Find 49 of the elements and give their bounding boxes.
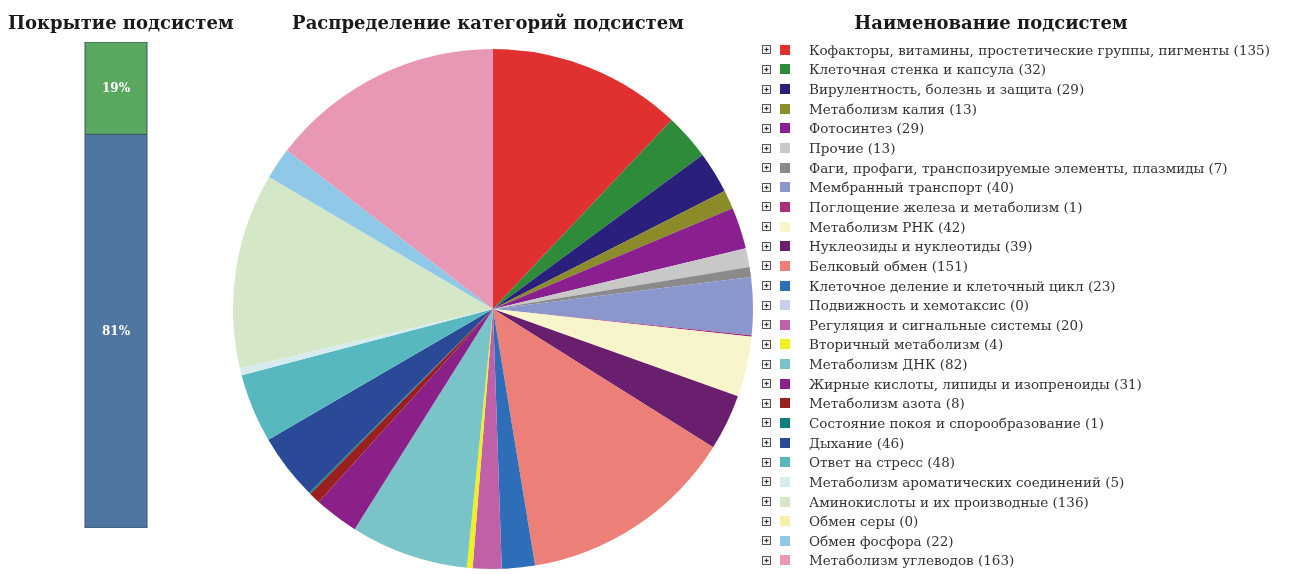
pie-slice [493, 309, 752, 397]
legend-label: Кофакторы, витамины, простетические группы, пигменты (135) [809, 41, 1270, 58]
pie-slice [493, 208, 746, 309]
legend-label: Дыхание (46) [809, 434, 905, 451]
pie-slice [493, 309, 714, 566]
pie-slice [493, 49, 672, 309]
data-label: 19% [101, 81, 131, 96]
pie-slice [287, 49, 493, 309]
pie-slice [493, 190, 733, 309]
legend-label: Обмен фосфора (22) [809, 532, 954, 549]
legend-label: Регуляция и сигнальные системы (20) [809, 316, 1084, 333]
data-label: 81% [101, 324, 131, 339]
legend-label: Состояние покоя и спорообразование (1) [809, 414, 1105, 431]
legend-label: Прочие (13) [809, 140, 896, 157]
legend-label: Метаболизм РНК (42) [809, 218, 966, 235]
legend-label: Метаболизм ДНК (82) [809, 356, 968, 373]
legend-title: Наименование подсистем [853, 12, 1129, 35]
pie-slice [268, 309, 493, 493]
pie-slice [493, 266, 752, 309]
legend-label: Белковый обмен (151) [809, 257, 969, 274]
legend-label: Клеточная стенка и капсула (32) [809, 61, 1047, 78]
pie-slice [493, 309, 536, 569]
pie-slice [354, 309, 493, 568]
pie-slice [318, 309, 493, 530]
legend-label: Фаги, профаги, транспозируемые элементы, плазмиды (7) [809, 159, 1228, 176]
pie-slice [493, 309, 738, 448]
legend-label: Подвижность и хемотаксис (0) [809, 297, 1030, 314]
pie-slice [493, 120, 703, 309]
legend-label: Ответ на стресс (48) [809, 454, 956, 471]
legend-label: Вирулентность, болезнь и защита (29) [809, 81, 1085, 98]
legend-label: Нуклеозиды и нуклеотиды (39) [809, 238, 1033, 255]
chart-title: Распределение категорий подсистем [292, 12, 684, 33]
legend-label: Вторичный метаболизм (4) [809, 336, 1004, 353]
legend-label: Метаболизм азота (8) [809, 395, 965, 412]
legend-label: Метаболизм калия (13) [809, 100, 977, 117]
legend-label: Аминокислоты и их производные (136) [809, 493, 1089, 510]
chart-title: Покрытие подсистем [8, 12, 234, 33]
pie-slice [269, 150, 493, 309]
legend-label: Мембранный транспорт (40) [809, 179, 1015, 196]
legend-label: Фотосинтез (29) [809, 120, 925, 137]
legend-label: Метаболизм ароматических соединений (5) [809, 473, 1125, 490]
legend-label: Клеточное деление и клеточный цикл (23) [809, 277, 1116, 294]
pie-slice [241, 309, 493, 440]
pie-slice [493, 155, 725, 309]
legend-label: Обмен серы (0) [809, 513, 919, 530]
pie-slice [233, 176, 493, 369]
legend-label: Метаболизм углеводов (163) [809, 552, 1015, 569]
legend-label: Поглощение железа и метаболизм (1) [809, 198, 1083, 215]
legend-label: Жирные кислоты, липиды и изопреноиды (31) [809, 375, 1142, 392]
